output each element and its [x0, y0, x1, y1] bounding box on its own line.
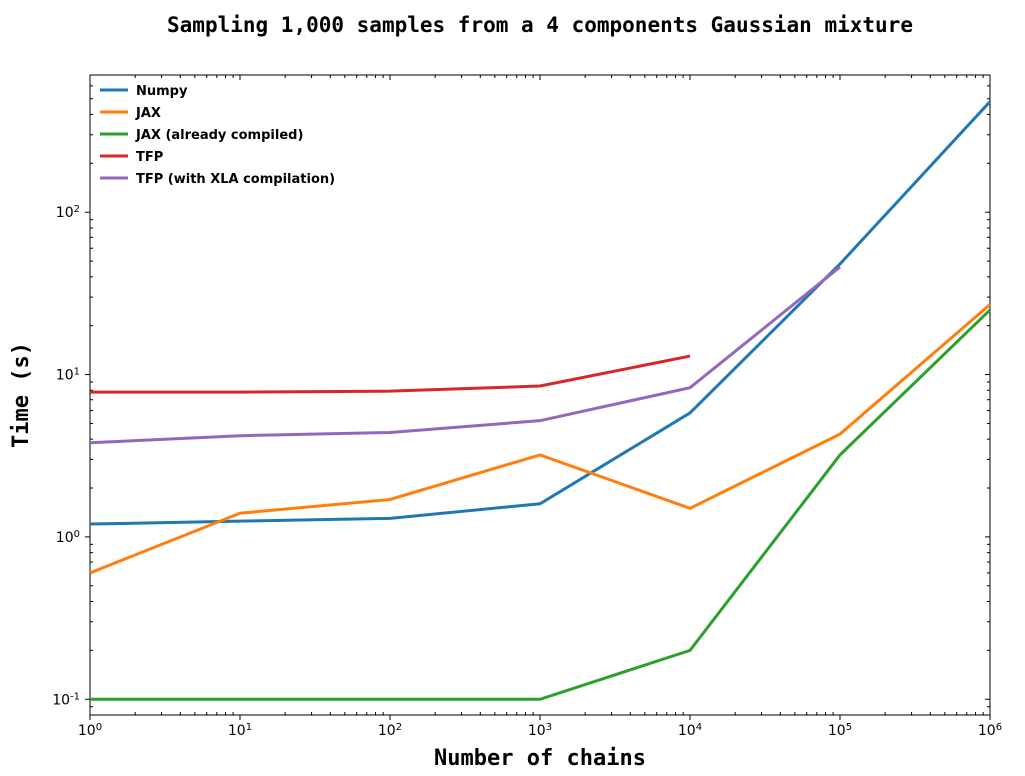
chart-title: Sampling 1,000 samples from a 4 componen…	[167, 13, 913, 37]
legend-label: TFP	[136, 150, 163, 165]
legend-label: JAX	[135, 106, 161, 121]
line-chart: 100101102103104105106 10-1100101102 Samp…	[0, 0, 1025, 776]
legend-label: JAX (already compiled)	[135, 128, 303, 143]
chart-container: 100101102103104105106 10-1100101102 Samp…	[0, 0, 1025, 776]
y-axis-label: Time (s)	[9, 342, 34, 448]
legend-label: Numpy	[136, 84, 188, 99]
legend-label: TFP (with XLA compilation)	[136, 172, 335, 187]
x-axis-label: Number of chains	[434, 746, 646, 771]
